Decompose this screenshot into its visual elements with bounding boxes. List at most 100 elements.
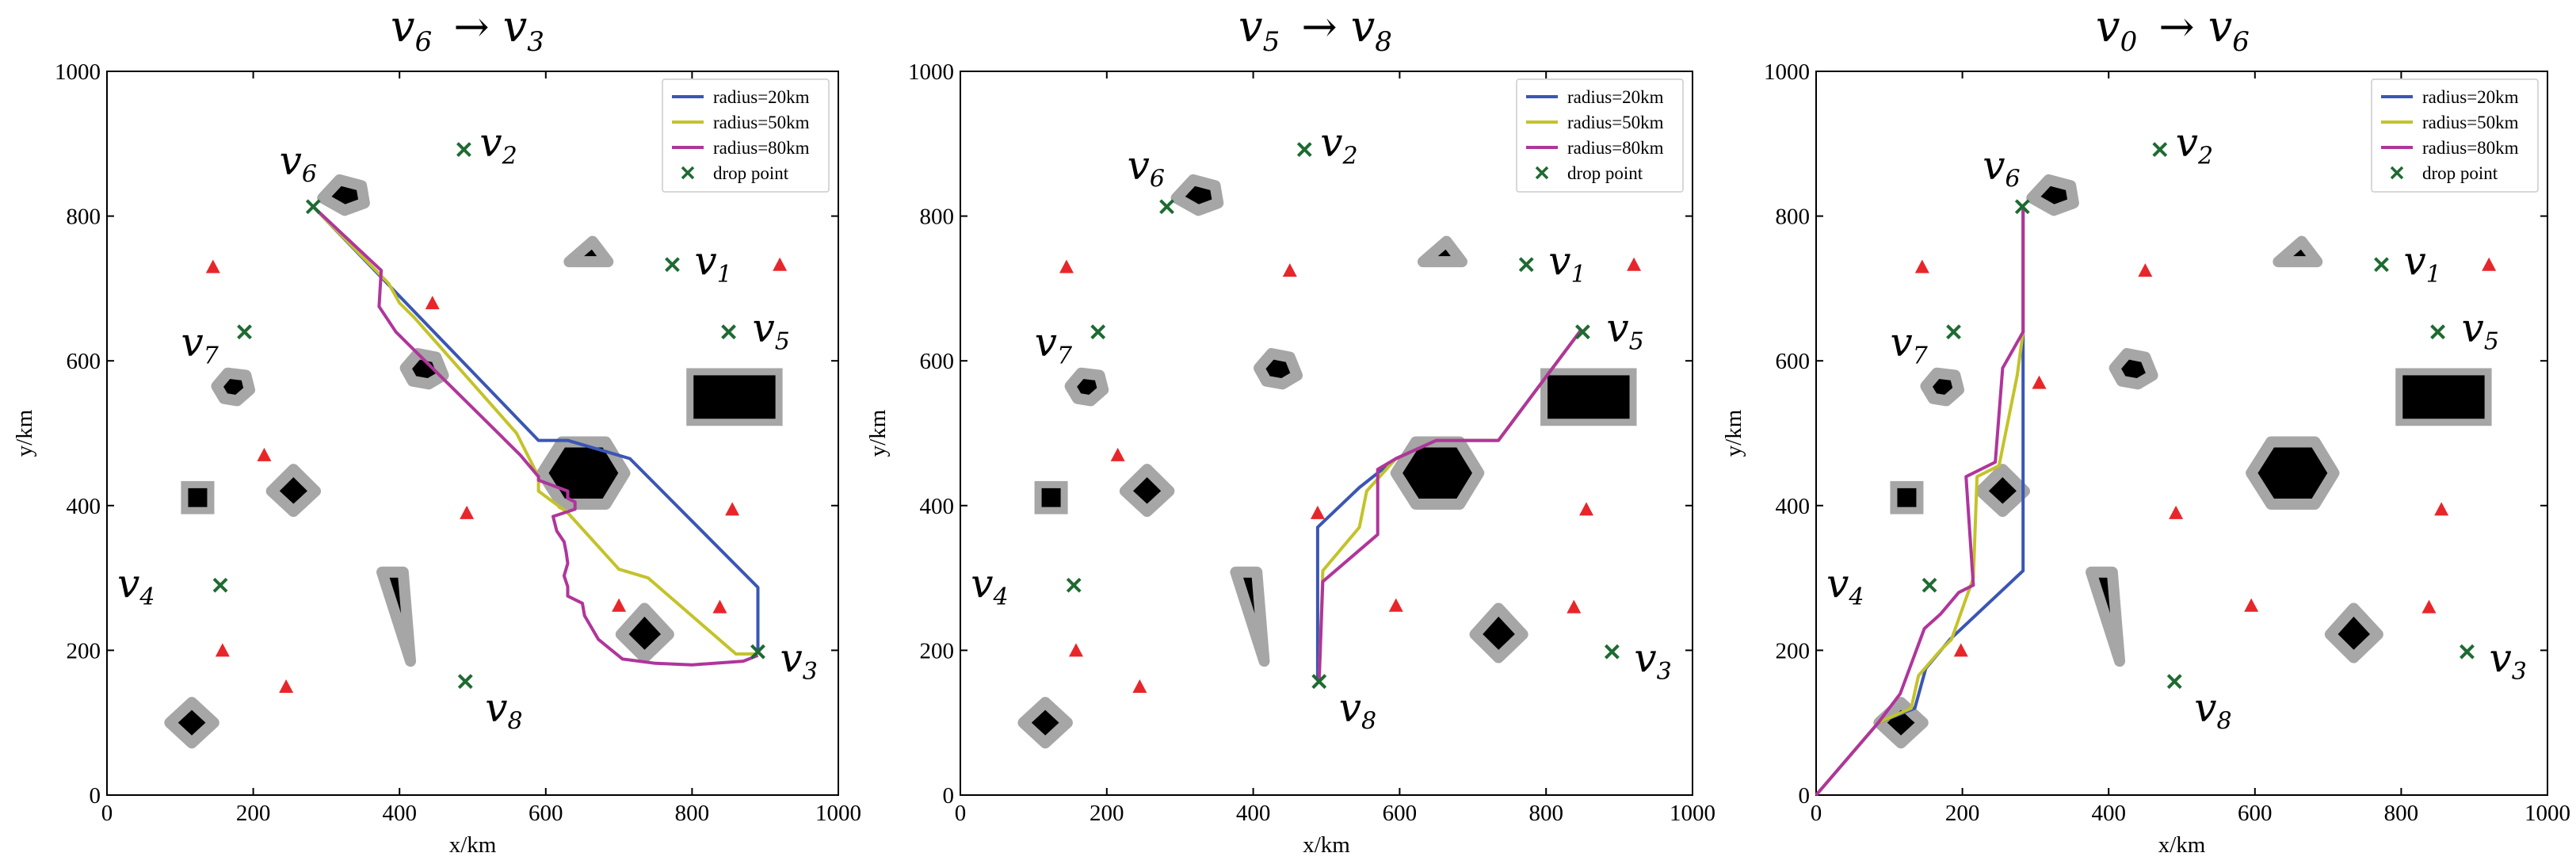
drop-point-marker	[2430, 324, 2445, 340]
obstacle-hexagon-center	[1390, 436, 1485, 510]
threat-marker	[2032, 375, 2047, 389]
vertex-label: v5	[2462, 305, 2499, 356]
title-to: v	[503, 2, 528, 52]
x-tick-label: 800	[1528, 801, 1563, 826]
threat-marker	[725, 502, 740, 516]
vertex-label: v5	[753, 305, 790, 356]
y-axis-label: y/km	[1721, 409, 1746, 457]
legend-box	[1516, 78, 1684, 193]
threat-marker	[1567, 599, 1582, 614]
vertex-label: v5	[1606, 305, 1643, 356]
obstacle-pentagon-left	[1920, 367, 1964, 407]
obstacle-pentagon-top	[2026, 174, 2079, 216]
y-tick-label: 400	[67, 494, 101, 519]
drop-point-marker	[2374, 257, 2389, 273]
obstacle-hexagon-center	[536, 436, 631, 510]
obstacle-triangle-spike	[2086, 566, 2126, 667]
chart-title: v6 → v3	[391, 2, 544, 58]
vertex-label: v1	[1548, 238, 1586, 289]
threat-marker	[1282, 263, 1297, 277]
legend-label: radius=20km	[1567, 87, 1664, 107]
vertex-label: v1	[694, 238, 731, 289]
legend-label: drop point	[2422, 163, 2498, 183]
drop-point-marker	[237, 324, 252, 340]
legend-swatch-marker	[681, 166, 695, 180]
threat-marker	[460, 505, 475, 519]
chart-title: v5 → v8	[1238, 2, 1392, 58]
drop-point-marker	[2152, 142, 2168, 158]
vertex-label: v3	[2489, 635, 2526, 686]
obstacle-diamond-right	[1469, 602, 1528, 663]
legend-label: radius=20km	[713, 87, 810, 107]
x-tick-label: 800	[2384, 801, 2419, 826]
vertex-label: v4	[971, 560, 1008, 611]
legend-swatch-marker	[2390, 166, 2404, 180]
title-to: v	[2208, 2, 2233, 52]
series-line	[1815, 207, 2025, 797]
drop-point-marker	[2166, 674, 2182, 690]
legend-label: radius=80km	[2422, 138, 2519, 158]
obstacle-triangle-spike	[1230, 566, 1270, 667]
legend-label: radius=50km	[713, 113, 810, 132]
obstacle-diamond-left	[265, 464, 322, 518]
threat-marker	[1132, 679, 1147, 694]
title-arrow: →	[2145, 2, 2208, 52]
threat-marker	[2434, 502, 2449, 516]
obstacle-pentagon-mid	[2109, 348, 2158, 390]
vertex-label: v1	[2403, 238, 2441, 289]
drop-point-marker	[457, 674, 473, 690]
vertex-label: v2	[479, 120, 517, 170]
drop-point-marker	[1946, 324, 1961, 340]
y-axis-label: y/km	[865, 409, 891, 457]
y-tick-label: 1000	[1764, 59, 1810, 85]
vertex-label: v8	[1339, 685, 1376, 736]
x-tick-label: 0	[101, 801, 113, 826]
obstacle-triangle-top	[2273, 235, 2323, 268]
vertex-label: v4	[1826, 560, 1864, 611]
x-axis-label: x/km	[2158, 832, 2206, 858]
drop-point-marker	[1922, 577, 1937, 593]
chart-title: v0 → v6	[2096, 2, 2250, 58]
title-from: v	[2096, 2, 2120, 52]
y-tick-label: 800	[920, 205, 955, 230]
title-from-sub: 0	[2120, 26, 2138, 58]
vertex-label: v2	[2176, 120, 2213, 170]
obstacle-pentagon-left	[1064, 367, 1109, 407]
drop-point-marker	[305, 199, 321, 215]
series-line	[1317, 328, 1583, 681]
obstacle-diamond-right	[2324, 602, 2383, 663]
obstacle-rect-right	[2402, 375, 2485, 419]
obstacle-diamond-right	[615, 602, 674, 663]
y-tick-label: 600	[67, 349, 101, 374]
y-tick-label: 200	[920, 638, 955, 663]
threat-marker	[1059, 259, 1074, 273]
x-tick-label: 1000	[815, 801, 861, 826]
obstacle-square-left	[1041, 488, 1061, 507]
legend-label: radius=20km	[2422, 87, 2519, 107]
drop-point-marker	[1574, 324, 1590, 340]
vertex-label: v2	[1320, 120, 1357, 170]
vertex-label: v3	[780, 635, 817, 686]
y-tick-label: 200	[1776, 638, 1811, 663]
y-tick-label: 800	[67, 205, 101, 230]
legend-label: drop point	[713, 163, 789, 183]
threat-marker	[2482, 257, 2497, 271]
y-axis-label: y/km	[12, 409, 37, 457]
drop-point-marker	[1604, 644, 1620, 660]
threat-marker	[279, 679, 294, 694]
y-tick-label: 800	[1776, 205, 1811, 230]
legend-label: radius=50km	[2422, 113, 2519, 132]
series-line	[312, 206, 759, 667]
threat-marker	[1388, 598, 1403, 612]
obstacle-triangle-top	[1417, 235, 1467, 268]
obstacle-rect-right	[693, 375, 776, 419]
legend-box	[2371, 78, 2539, 193]
threat-marker	[712, 599, 727, 614]
obstacle-rect-right	[1548, 375, 1630, 419]
x-tick-label: 1000	[2524, 801, 2570, 826]
x-axis-label: x/km	[449, 832, 497, 858]
y-tick-label: 1000	[55, 59, 101, 85]
obstacle-diamond-bottom	[1873, 697, 1929, 749]
vertex-label: v4	[117, 560, 155, 611]
